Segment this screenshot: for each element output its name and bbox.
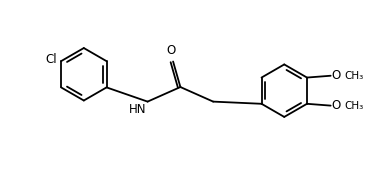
Text: Cl: Cl — [45, 53, 57, 66]
Text: O: O — [332, 99, 341, 112]
Text: O: O — [167, 44, 176, 57]
Text: O: O — [332, 69, 341, 82]
Text: HN: HN — [129, 103, 147, 116]
Text: CH₃: CH₃ — [345, 101, 364, 111]
Text: CH₃: CH₃ — [345, 71, 364, 81]
